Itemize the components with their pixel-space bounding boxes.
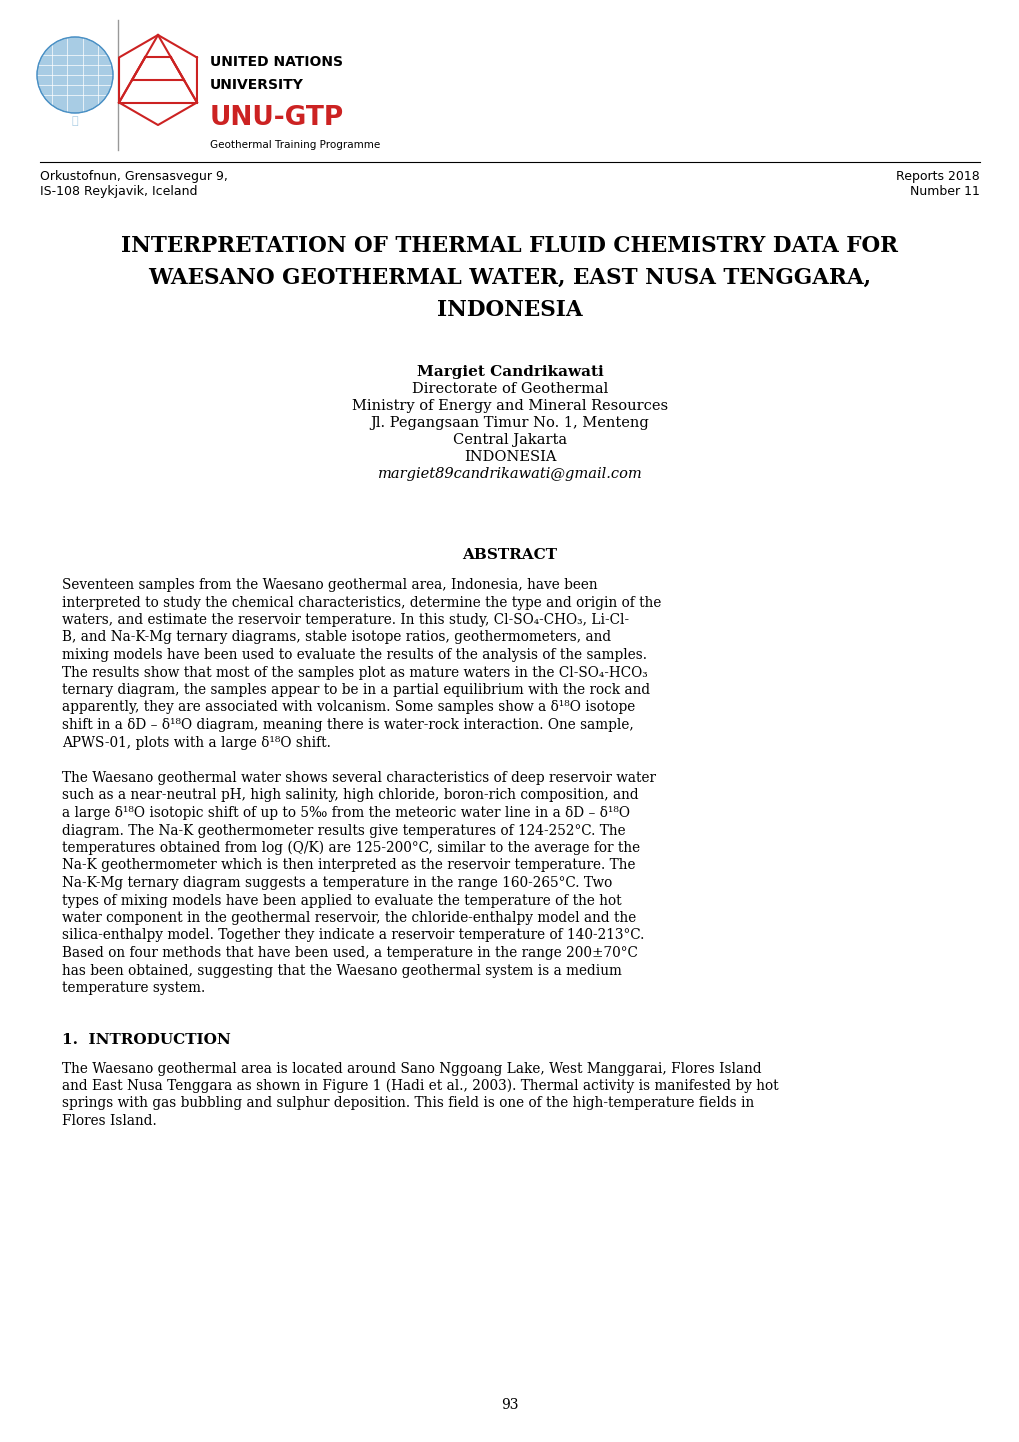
Text: INDONESIA: INDONESIA — [437, 298, 582, 322]
Text: WAESANO GEOTHERMAL WATER, EAST NUSA TENGGARA,: WAESANO GEOTHERMAL WATER, EAST NUSA TENG… — [149, 267, 870, 288]
Text: water component in the geothermal reservoir, the chloride-enthalpy model and the: water component in the geothermal reserv… — [62, 911, 636, 924]
Text: temperatures obtained from log (Q/K) are 125-200°C, similar to the average for t: temperatures obtained from log (Q/K) are… — [62, 841, 640, 855]
Text: a large δ¹⁸O isotopic shift of up to 5‰ from the meteoric water line in a δD – δ: a large δ¹⁸O isotopic shift of up to 5‰ … — [62, 806, 630, 820]
Text: Ministry of Energy and Mineral Resources: Ministry of Energy and Mineral Resources — [352, 399, 667, 412]
Text: types of mixing models have been applied to evaluate the temperature of the hot: types of mixing models have been applied… — [62, 894, 621, 907]
Text: has been obtained, suggesting that the Waesano geothermal system is a medium: has been obtained, suggesting that the W… — [62, 963, 622, 978]
Text: 🌿: 🌿 — [71, 115, 78, 125]
Text: UNU-GTP: UNU-GTP — [210, 105, 344, 131]
Text: Seventeen samples from the Waesano geothermal area, Indonesia, have been: Seventeen samples from the Waesano geoth… — [62, 578, 597, 593]
Text: and East Nusa Tenggara as shown in Figure 1 (Hadi et al., 2003). Thermal activit: and East Nusa Tenggara as shown in Figur… — [62, 1079, 777, 1093]
Text: mixing models have been used to evaluate the results of the analysis of the samp: mixing models have been used to evaluate… — [62, 647, 646, 662]
Text: Central Jakarta: Central Jakarta — [452, 433, 567, 447]
Text: 1.  INTRODUCTION: 1. INTRODUCTION — [62, 1034, 230, 1047]
Text: IS-108 Reykjavik, Iceland: IS-108 Reykjavik, Iceland — [40, 185, 198, 198]
Text: UNIVERSITY: UNIVERSITY — [210, 78, 304, 92]
Text: diagram. The Na-K geothermometer results give temperatures of 124-252°C. The: diagram. The Na-K geothermometer results… — [62, 823, 625, 838]
Text: B, and Na-K-Mg ternary diagrams, stable isotope ratios, geothermometers, and: B, and Na-K-Mg ternary diagrams, stable … — [62, 630, 610, 645]
Text: Margiet Candrikawati: Margiet Candrikawati — [416, 365, 603, 379]
Text: Flores Island.: Flores Island. — [62, 1115, 157, 1128]
Text: temperature system.: temperature system. — [62, 981, 205, 995]
Text: Na-K-Mg ternary diagram suggests a temperature in the range 160-265°C. Two: Na-K-Mg ternary diagram suggests a tempe… — [62, 875, 611, 890]
Text: APWS-01, plots with a large δ¹⁸O shift.: APWS-01, plots with a large δ¹⁸O shift. — [62, 735, 330, 750]
Text: Na-K geothermometer which is then interpreted as the reservoir temperature. The: Na-K geothermometer which is then interp… — [62, 858, 635, 872]
Text: Based on four methods that have been used, a temperature in the range 200±70°C: Based on four methods that have been use… — [62, 946, 637, 960]
Text: The Waesano geothermal area is located around Sano Nggoang Lake, West Manggarai,: The Waesano geothermal area is located a… — [62, 1061, 761, 1076]
Text: Jl. Pegangsaan Timur No. 1, Menteng: Jl. Pegangsaan Timur No. 1, Menteng — [370, 415, 649, 430]
Text: ternary diagram, the samples appear to be in a partial equilibrium with the rock: ternary diagram, the samples appear to b… — [62, 684, 649, 696]
Text: Geothermal Training Programme: Geothermal Training Programme — [210, 140, 380, 150]
Text: Number 11: Number 11 — [909, 185, 979, 198]
Text: The Waesano geothermal water shows several characteristics of deep reservoir wat: The Waesano geothermal water shows sever… — [62, 771, 655, 784]
Text: margiet89candrikawati@gmail.com: margiet89candrikawati@gmail.com — [377, 467, 642, 482]
Text: waters, and estimate the reservoir temperature. In this study, Cl-SO₄-CHO₃, Li-C: waters, and estimate the reservoir tempe… — [62, 613, 629, 627]
Text: UNITED NATIONS: UNITED NATIONS — [210, 55, 342, 69]
Text: springs with gas bubbling and sulphur deposition. This field is one of the high-: springs with gas bubbling and sulphur de… — [62, 1096, 753, 1110]
Circle shape — [37, 37, 113, 112]
Text: The results show that most of the samples plot as mature waters in the Cl-SO₄-HC: The results show that most of the sample… — [62, 666, 647, 679]
Text: apparently, they are associated with volcanism. Some samples show a δ¹⁸O isotope: apparently, they are associated with vol… — [62, 701, 635, 714]
Text: such as a near-neutral pH, high salinity, high chloride, boron-rich composition,: such as a near-neutral pH, high salinity… — [62, 789, 638, 803]
Text: 93: 93 — [500, 1397, 519, 1412]
Text: interpreted to study the chemical characteristics, determine the type and origin: interpreted to study the chemical charac… — [62, 596, 660, 610]
Text: silica-enthalpy model. Together they indicate a reservoir temperature of 140-213: silica-enthalpy model. Together they ind… — [62, 929, 644, 943]
Text: INDONESIA: INDONESIA — [464, 450, 555, 464]
Text: Orkustofnun, Grensasvegur 9,: Orkustofnun, Grensasvegur 9, — [40, 170, 227, 183]
Text: Directorate of Geothermal: Directorate of Geothermal — [412, 382, 607, 397]
Text: INTERPRETATION OF THERMAL FLUID CHEMISTRY DATA FOR: INTERPRETATION OF THERMAL FLUID CHEMISTR… — [121, 235, 898, 257]
Text: shift in a δD – δ¹⁸O diagram, meaning there is water-rock interaction. One sampl: shift in a δD – δ¹⁸O diagram, meaning th… — [62, 718, 633, 733]
Text: ABSTRACT: ABSTRACT — [462, 548, 557, 562]
Text: Reports 2018: Reports 2018 — [896, 170, 979, 183]
